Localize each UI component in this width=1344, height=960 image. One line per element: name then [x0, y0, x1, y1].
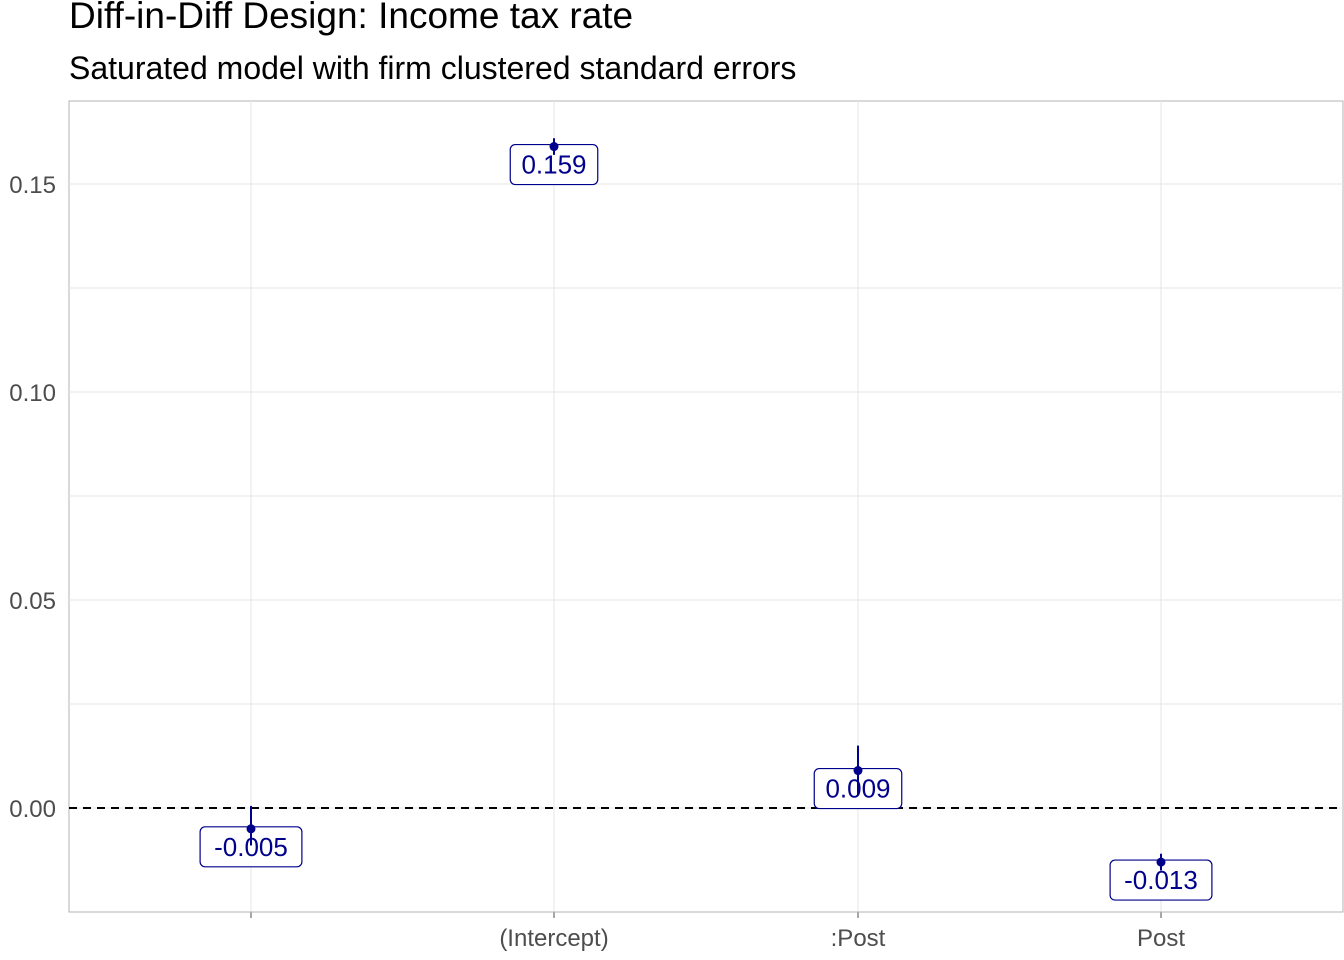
y-tick-label: 0.15 — [9, 172, 56, 199]
estimate-point — [549, 142, 559, 152]
y-tick-label: 0.05 — [9, 588, 56, 615]
y-tick-label: 0.00 — [9, 796, 56, 823]
estimate-point — [246, 824, 256, 834]
grid — [68, 100, 1344, 913]
panel-border — [68, 100, 1344, 913]
y-tick-label: 0.10 — [9, 380, 56, 407]
x-tick-label: Post — [1137, 925, 1185, 952]
estimate-point — [853, 766, 863, 776]
chart-subtitle: Saturated model with firm clustered stan… — [69, 50, 797, 86]
x-tick-label: (Intercept) — [499, 925, 608, 952]
axes: 0.00 0.05 0.10 0.15 (Intercept) :Post Post — [9, 172, 1343, 952]
x-tick-label: :Post — [831, 925, 886, 952]
estimate-point — [1156, 857, 1166, 867]
chart-title: Diff-in-Diff Design: Income tax rate — [69, 0, 634, 36]
